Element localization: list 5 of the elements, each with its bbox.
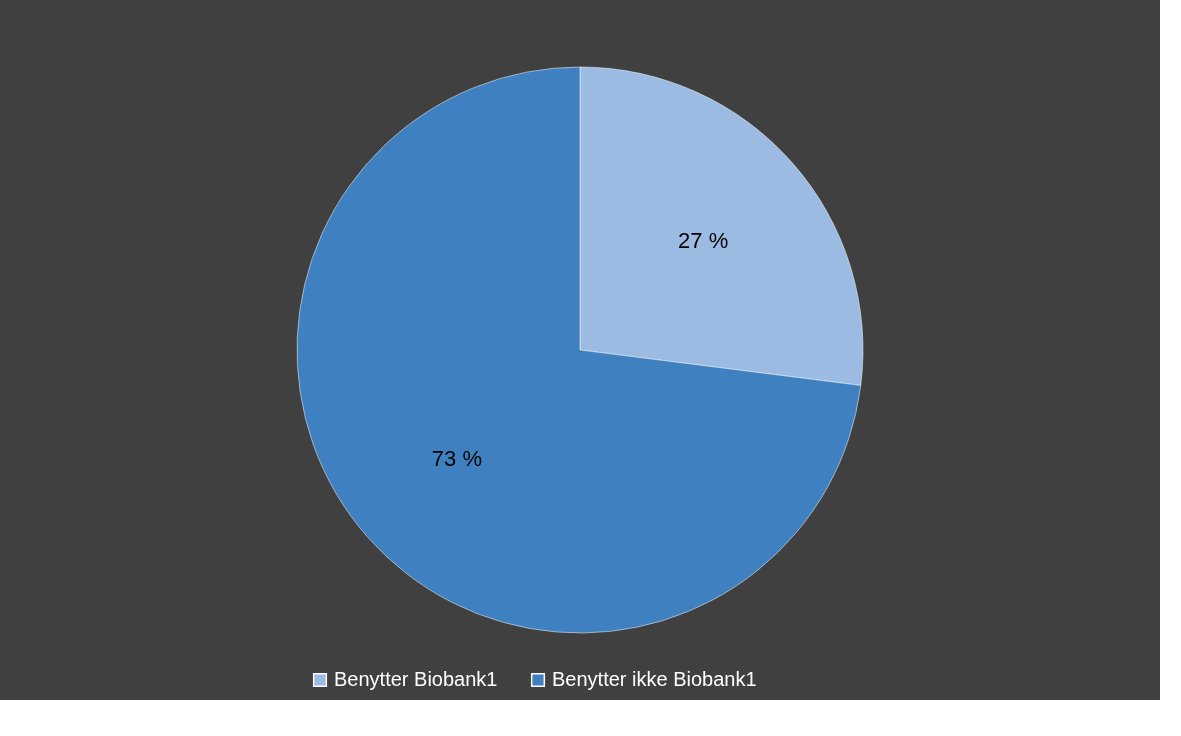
legend-label: Benytter Biobank1 [334, 668, 498, 690]
legend-label: Benytter ikke Biobank1 [552, 668, 757, 690]
pie-slice [297, 66, 862, 633]
data-label: 27 % [678, 228, 729, 254]
data-label: 73 % [431, 445, 482, 471]
